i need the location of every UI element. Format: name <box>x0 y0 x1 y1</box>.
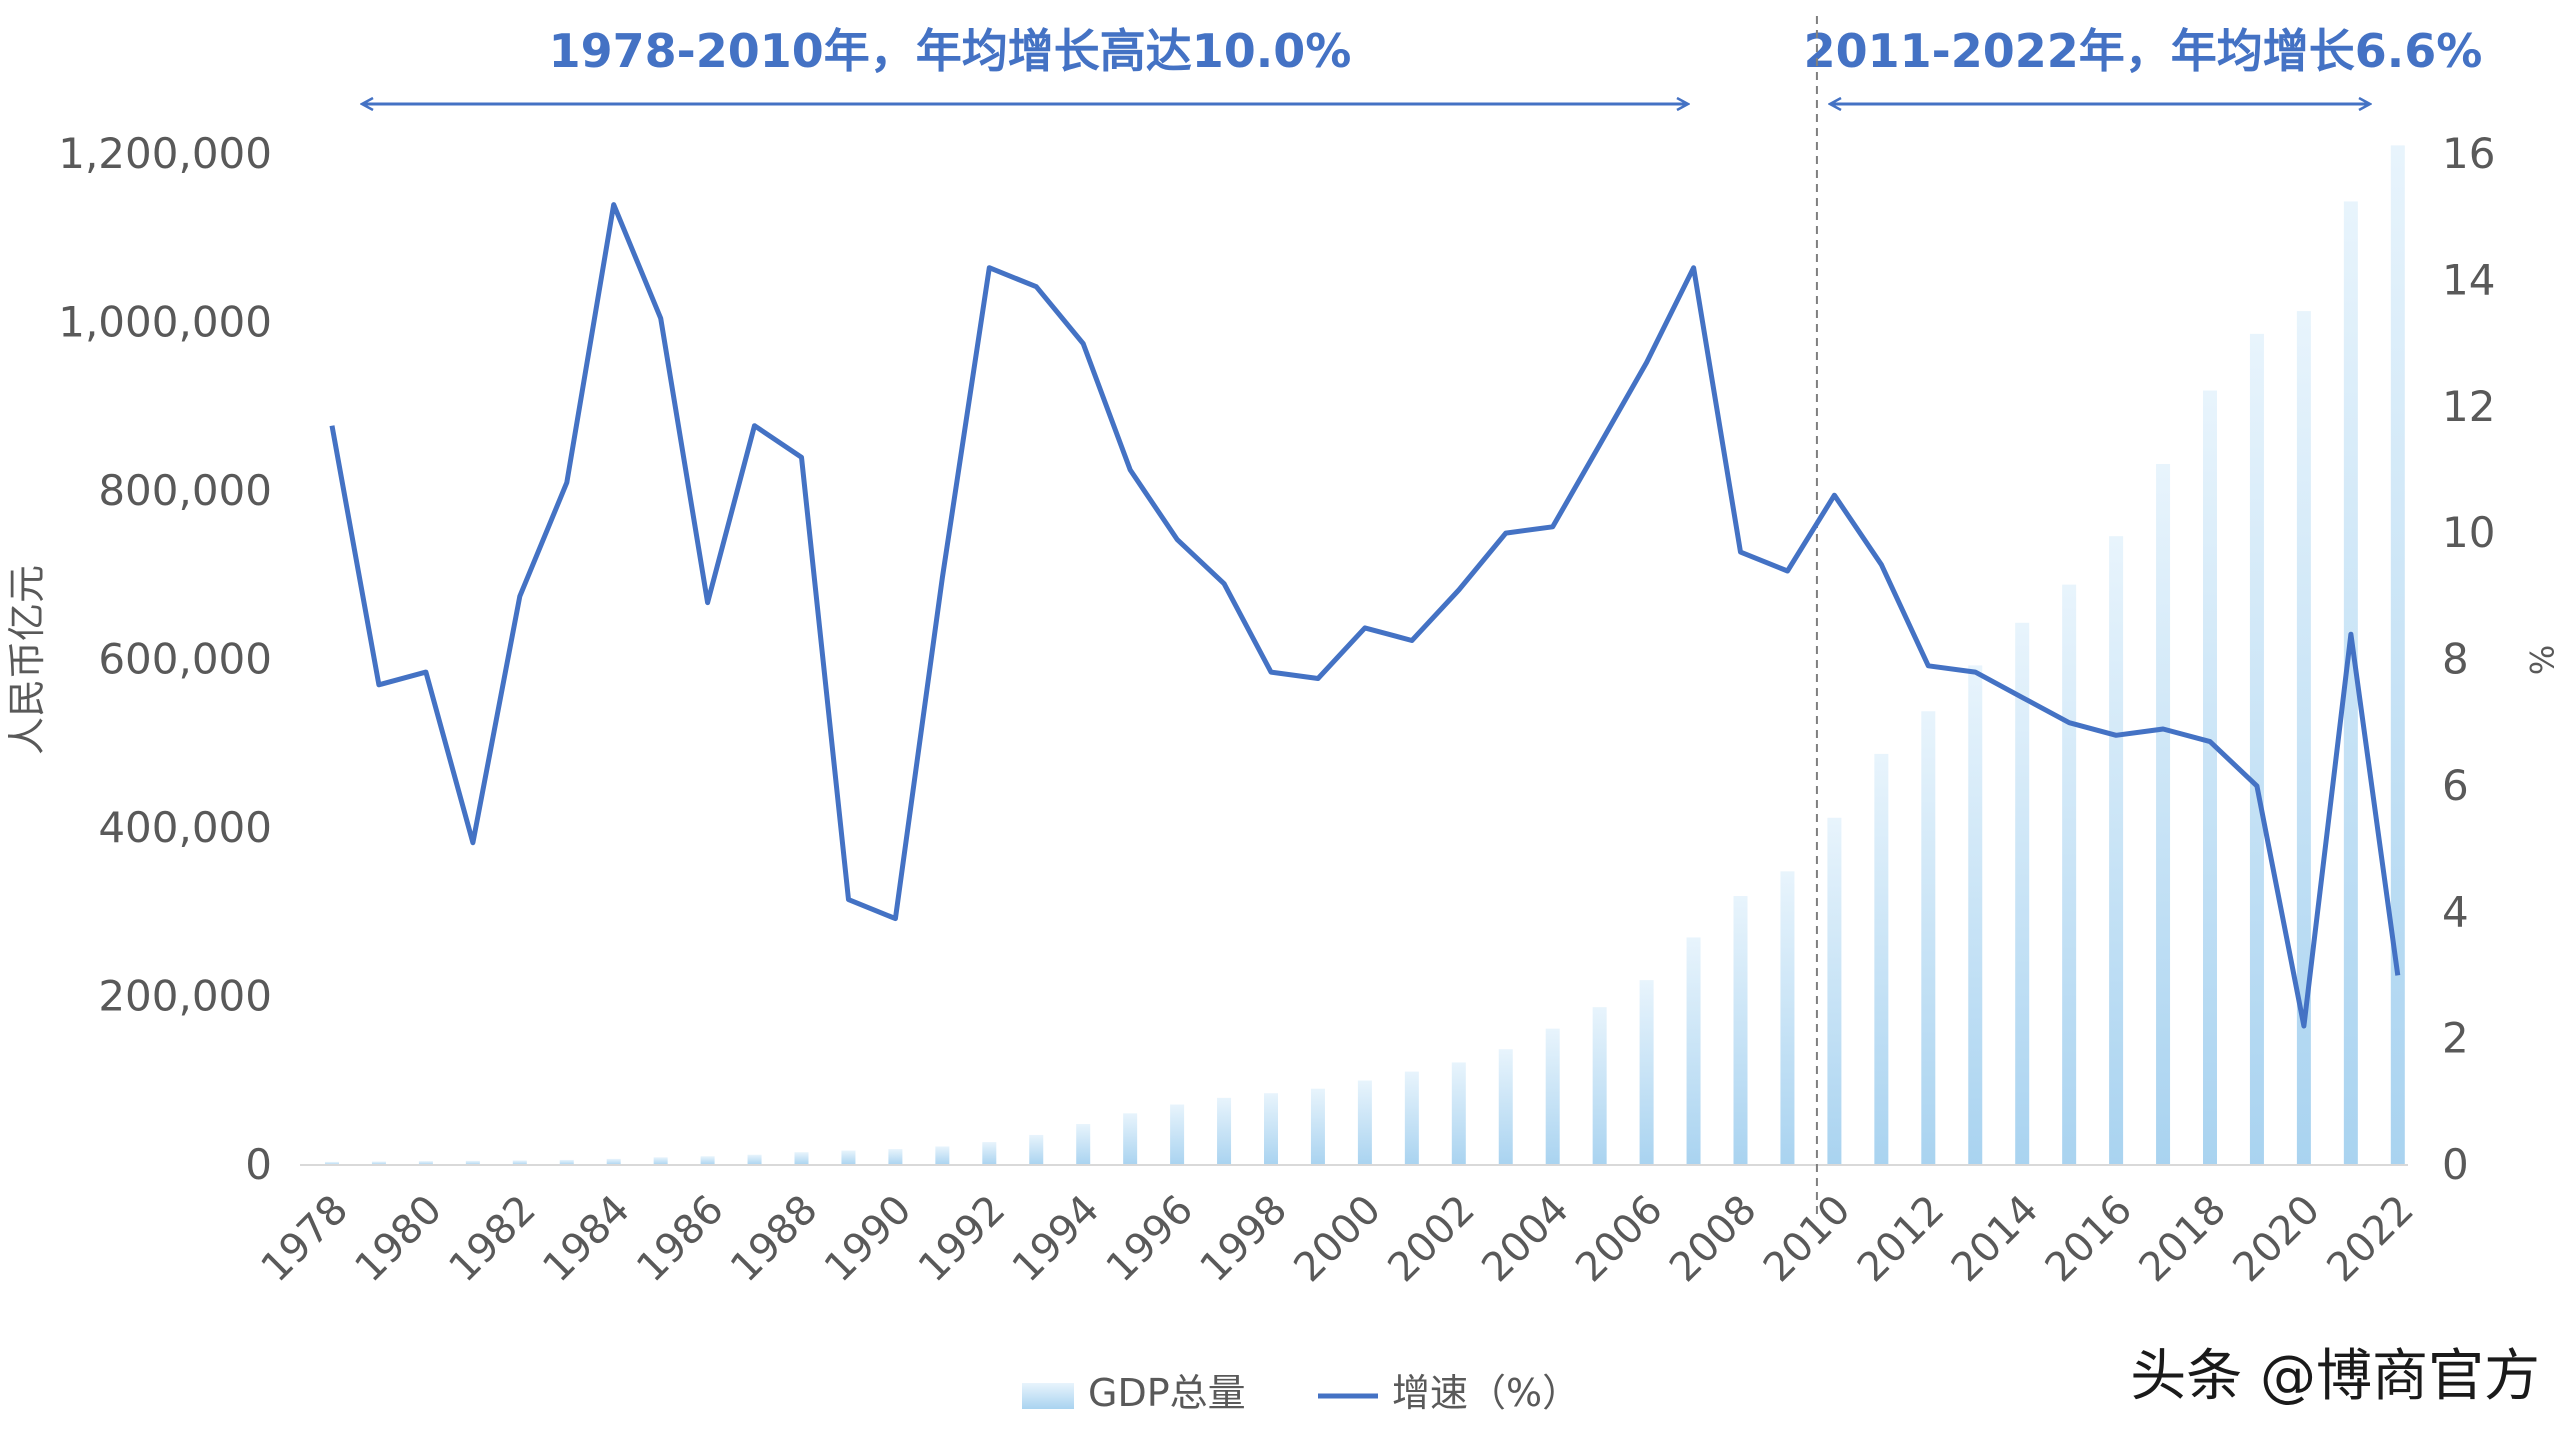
y-right-tick-label: 16 <box>2442 129 2495 178</box>
x-tick-label: 1986 <box>628 1187 733 1292</box>
gdp-bar <box>1827 817 1842 1165</box>
x-tick-label: 1994 <box>1004 1187 1109 1292</box>
x-tick-label: 2022 <box>2318 1187 2423 1292</box>
gdp-bar <box>982 1142 997 1165</box>
gdp-bar <box>747 1154 762 1165</box>
x-tick-label: 1980 <box>346 1187 451 1292</box>
watermark-text: 头条 @博商官方 <box>2130 1344 2540 1409</box>
gdp-bar <box>2015 622 2030 1165</box>
gdp-bar <box>841 1150 856 1165</box>
gdp-bars <box>325 145 2405 1166</box>
gdp-bar <box>465 1160 480 1165</box>
x-tick-label: 1978 <box>253 1187 358 1292</box>
y-left-tick-label: 800,000 <box>98 466 272 515</box>
gdp-bar <box>512 1160 527 1165</box>
growth-rate-line <box>329 202 2401 1029</box>
legend-bar-label: GDP总量 <box>1088 1371 1246 1415</box>
gdp-bar <box>1029 1134 1044 1165</box>
gdp-bar <box>418 1161 433 1165</box>
x-tick-label: 2012 <box>1849 1187 1954 1292</box>
gdp-bar <box>935 1146 950 1165</box>
x-tick-label: 1992 <box>910 1187 1015 1292</box>
gdp-bar <box>1733 896 1748 1165</box>
legend-bar-swatch <box>1022 1383 1074 1409</box>
gdp-bar <box>1592 1007 1607 1165</box>
x-tick-label: 1988 <box>722 1187 827 1292</box>
y-left-tick-label: 1,000,000 <box>58 298 272 347</box>
x-tick-label: 1996 <box>1098 1187 1203 1292</box>
y-left-tick-label: 1,200,000 <box>58 129 272 178</box>
y-right-tick-label: 14 <box>2442 255 2495 304</box>
gdp-bar <box>1264 1093 1278 1165</box>
x-tick-label: 2016 <box>2037 1187 2142 1292</box>
y-right-tick-label: 8 <box>2442 635 2469 684</box>
x-tick-label: 2008 <box>1661 1187 1766 1292</box>
gdp-bar <box>1498 1049 1513 1165</box>
x-tick-label: 1984 <box>534 1187 639 1292</box>
y-right-axis-title: % <box>2522 645 2560 675</box>
gdp-bar <box>888 1149 903 1165</box>
annotation-right: 2011-2022年，年均增长6.6% <box>1804 24 2483 78</box>
gdp-bar <box>653 1157 668 1165</box>
gdp-bar <box>2343 201 2358 1166</box>
y-right-tick-label: 2 <box>2442 1014 2469 1063</box>
gdp-bar <box>1968 665 1983 1165</box>
legend-line-label: 增速（%） <box>1392 1371 1580 1415</box>
gdp-bar <box>1921 711 1936 1165</box>
gdp-bar <box>1874 753 1889 1165</box>
y-left-tick-labels: 0 200,000 400,000 600,000 800,000 1,000,000 1,… <box>58 129 272 1189</box>
y-right-tick-label: 6 <box>2442 761 2469 810</box>
y-left-tick-label: 0 <box>245 1140 272 1189</box>
gdp-bar <box>2249 333 2264 1166</box>
gdp-bar <box>2203 390 2217 1166</box>
y-left-axis-title: 人民币亿元 <box>5 565 49 755</box>
gdp-bar <box>606 1158 621 1165</box>
gdp-bar <box>2109 536 2124 1165</box>
gdp-bar <box>1545 1028 1560 1165</box>
gdp-bar <box>1451 1062 1466 1165</box>
y-right-tick-label: 12 <box>2442 382 2495 431</box>
gdp-bar <box>1357 1080 1372 1165</box>
y-right-tick-labels: 0 2 4 6 8 10 12 14 16 <box>2442 129 2495 1189</box>
gdp-bar <box>2062 584 2077 1165</box>
y-left-tick-label: 600,000 <box>98 635 272 684</box>
gdp-bar <box>1780 871 1795 1165</box>
gdp-bar <box>1404 1071 1419 1165</box>
gdp-bar <box>2156 464 2171 1166</box>
x-tick-label: 2010 <box>1755 1187 1860 1292</box>
y-right-tick-label: 0 <box>2442 1140 2469 1189</box>
gdp-bar <box>1123 1113 1138 1165</box>
x-tick-label: 2002 <box>1379 1187 1484 1292</box>
y-right-tick-label: 10 <box>2442 508 2495 557</box>
gdp-bar <box>371 1161 386 1165</box>
gdp-bar <box>1310 1088 1325 1165</box>
gdp-bar <box>1686 937 1701 1165</box>
legend: GDP总量 增速（%） <box>1022 1371 1580 1415</box>
gdp-bar <box>700 1156 715 1165</box>
x-tick-label: 1982 <box>440 1187 545 1292</box>
x-tick-label: 2004 <box>1473 1187 1578 1292</box>
gdp-bar <box>794 1152 809 1165</box>
annotation-left: 1978-2010年，年均增长高达10.0% <box>549 24 1352 78</box>
x-tick-label: 1998 <box>1192 1187 1297 1292</box>
x-tick-label: 2000 <box>1285 1187 1390 1292</box>
y-right-tick-label: 4 <box>2442 887 2469 936</box>
gdp-bar <box>2296 311 2311 1165</box>
x-tick-label: 2006 <box>1567 1187 1672 1292</box>
x-tick-label: 1990 <box>816 1187 921 1292</box>
x-tick-label: 2020 <box>2224 1187 2329 1292</box>
y-left-tick-label: 200,000 <box>98 972 272 1021</box>
gdp-bar <box>1076 1124 1091 1165</box>
gdp-bar <box>325 1161 339 1165</box>
gdp-bar <box>1639 980 1654 1165</box>
x-tick-label: 2014 <box>1943 1187 2048 1292</box>
gdp-bar <box>559 1159 574 1165</box>
y-left-tick-label: 400,000 <box>98 803 272 852</box>
gdp-bar <box>1217 1097 1232 1165</box>
gdp-bar <box>1170 1104 1185 1165</box>
x-tick-labels: 1978198019821984198619881990199219941996… <box>253 1187 2423 1292</box>
gdp-bar <box>2390 145 2405 1165</box>
x-tick-label: 2018 <box>2131 1187 2236 1292</box>
